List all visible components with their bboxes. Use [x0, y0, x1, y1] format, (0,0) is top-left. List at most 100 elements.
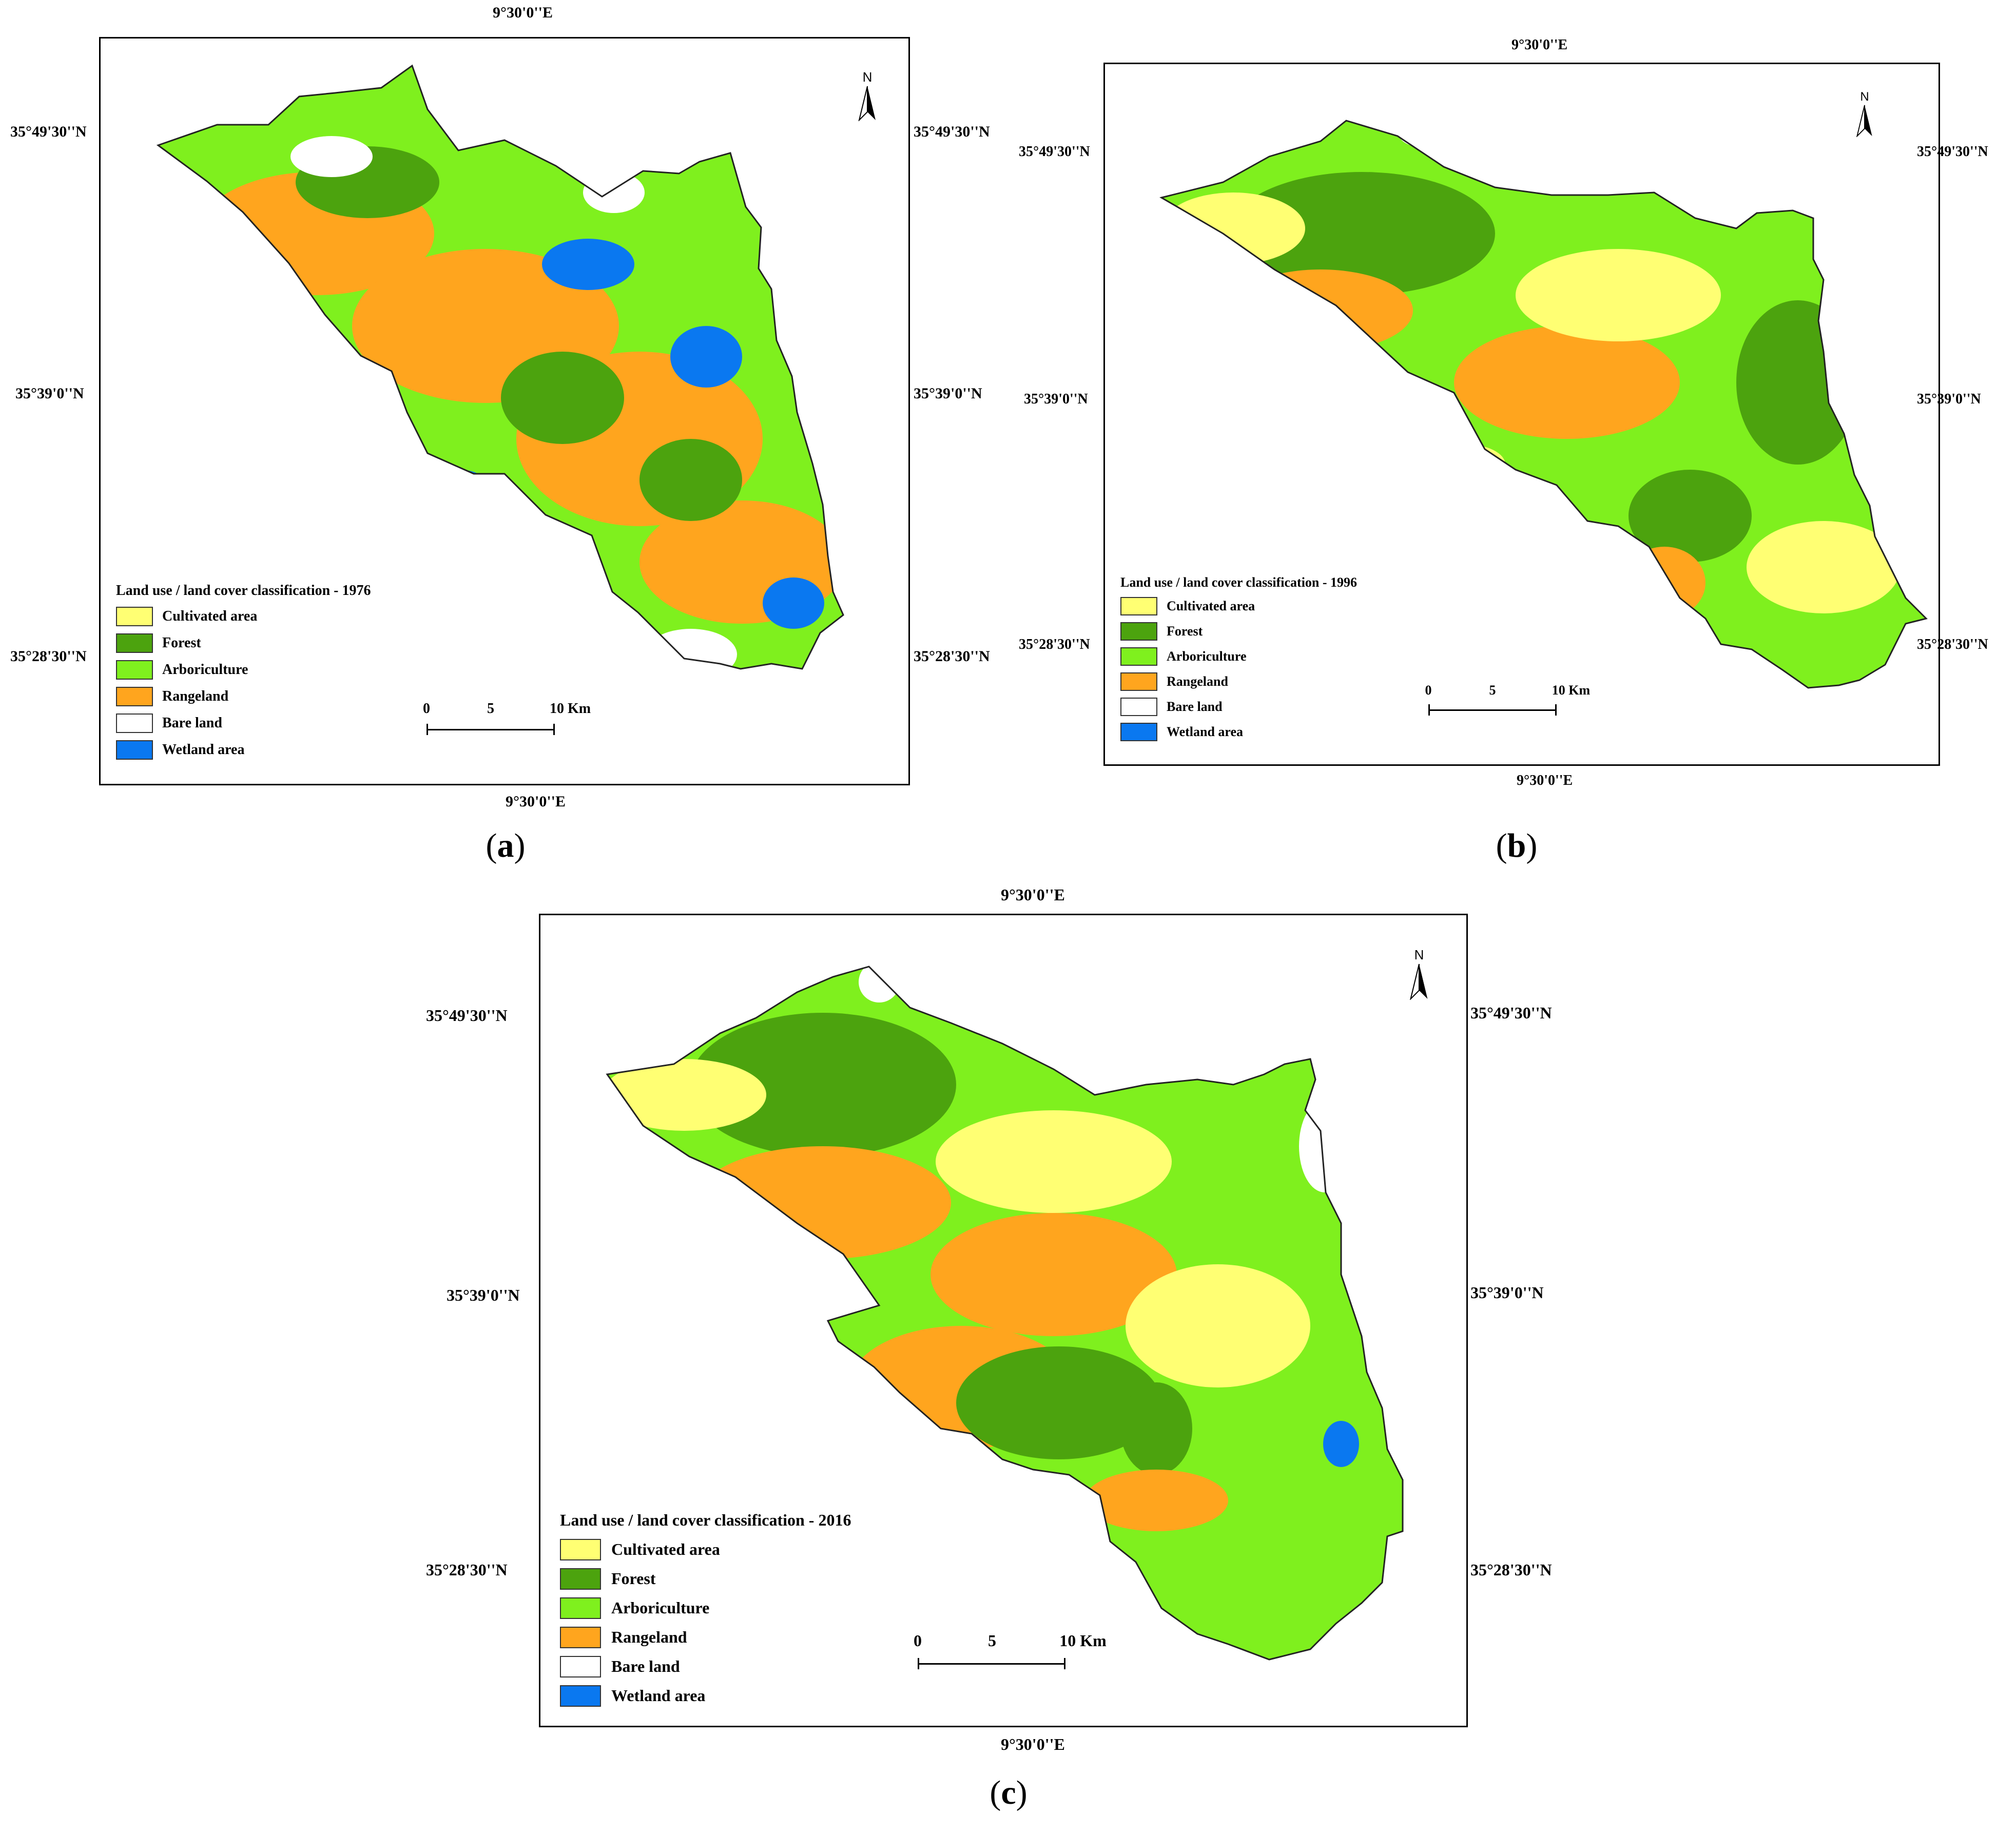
- legend-row-arboriculture: Arboriculture: [1120, 644, 1357, 669]
- legend-swatch-wetland: [116, 740, 153, 760]
- lat-label-right-mid-a: 35°39'0''N: [914, 385, 982, 402]
- legend-label: Rangeland: [1167, 673, 1228, 689]
- legend-c: Land use / land cover classification - 2…: [560, 1511, 851, 1710]
- scale-line: [918, 1663, 1065, 1665]
- caption-letter: b: [1507, 827, 1526, 864]
- lat-label-right-south-a: 35°28'30''N: [914, 648, 990, 665]
- lat-label-left-south-a: 35°28'30''N: [10, 648, 87, 665]
- legend-swatch-arboriculture: [560, 1597, 601, 1619]
- legend-label: Forest: [162, 635, 201, 651]
- scale-tick-10: 10 Km: [549, 701, 591, 717]
- scale-line: [1428, 709, 1557, 711]
- legend-label: Wetland area: [611, 1686, 706, 1705]
- land-cover-map-c: [606, 966, 1404, 1661]
- lat-label-right-mid-b: 35°39'0''N: [1917, 391, 1981, 407]
- legend-row-wetland: Wetland area: [560, 1681, 851, 1710]
- lat-label-right-north-a: 35°49'30''N: [914, 123, 990, 140]
- legend-row-forest: Forest: [1120, 619, 1357, 644]
- legend-swatch-rangeland: [560, 1626, 601, 1648]
- legend-swatch-forest: [1120, 622, 1157, 641]
- legend-row-arboriculture: Arboriculture: [116, 657, 371, 683]
- lat-label-right-mid-c: 35°39'0''N: [1470, 1283, 1544, 1302]
- legend-swatch-bare-land: [1120, 697, 1157, 716]
- scale-tick-0: 0: [423, 701, 430, 717]
- lon-label-bottom-a: 9°30'0''E: [506, 793, 566, 810]
- legend-swatch-cultivated: [116, 607, 153, 626]
- map-frame-b: N Land use / land cover classification -…: [1103, 63, 1940, 766]
- legend-row-rangeland: Rangeland: [560, 1623, 851, 1652]
- legend-row-forest: Forest: [560, 1564, 851, 1593]
- legend-swatch-forest: [116, 633, 153, 653]
- lat-label-left-mid-b: 35°39'0''N: [1024, 391, 1088, 407]
- legend-title: Land use / land cover classification - 1…: [1120, 575, 1358, 590]
- legend-row-bare-land: Bare land: [116, 710, 371, 737]
- caption-letter: a: [497, 827, 514, 864]
- legend-row-wetland: Wetland area: [1120, 719, 1357, 744]
- lon-label-top-a: 9°30'0''E: [493, 4, 553, 21]
- scale-end-left: [1428, 704, 1430, 716]
- legend-swatch-cultivated: [1120, 596, 1157, 615]
- legend-row-cultivated: Cultivated area: [560, 1535, 851, 1564]
- legend-a: Land use / land cover classification - 1…: [116, 583, 371, 763]
- legend-row-bare-land: Bare land: [560, 1652, 851, 1681]
- map-frame-a: N Land use / land cover classification -…: [99, 37, 910, 785]
- legend-title: Land use / land cover classification - 1…: [116, 583, 371, 599]
- caption-close: ): [1016, 1774, 1028, 1811]
- scale-end-left: [427, 724, 428, 735]
- map-frame-c: N Land use / land cover classification -…: [539, 914, 1468, 1727]
- scale-tick-5: 5: [1489, 683, 1496, 698]
- legend-label: Bare land: [611, 1657, 680, 1675]
- lat-label-left-south-c: 35°28'30''N: [426, 1560, 508, 1579]
- lon-label-bottom-b: 9°30'0''E: [1517, 773, 1573, 788]
- scale-bar-c: 0 5 10 Km: [914, 1631, 1107, 1672]
- scale-end-right: [1555, 704, 1557, 716]
- caption-open: (: [486, 827, 497, 864]
- legend-label: Wetland area: [162, 742, 245, 758]
- scale-bar-b: 0 5 10 Km: [1425, 683, 1590, 719]
- legend-row-arboriculture: Arboriculture: [560, 1593, 851, 1623]
- caption-open: (: [1496, 827, 1507, 864]
- legend-label: Cultivated area: [162, 608, 258, 624]
- legend-label: Arboriculture: [1167, 648, 1247, 664]
- scale-tick-0: 0: [914, 1631, 922, 1650]
- legend-row-wetland: Wetland area: [116, 737, 371, 763]
- scale-tick-0: 0: [1425, 683, 1432, 698]
- lat-label-left-mid-c: 35°39'0''N: [447, 1286, 520, 1304]
- legend-row-cultivated: Cultivated area: [1120, 593, 1357, 619]
- lat-label-left-north-c: 35°49'30''N: [426, 1006, 508, 1025]
- north-arrow-icon: [1409, 963, 1428, 1001]
- legend-label: Bare land: [162, 715, 222, 731]
- land-cover-map-b: [1159, 120, 1928, 689]
- legend-row-rangeland: Rangeland: [116, 683, 371, 710]
- caption-c: (c): [990, 1773, 1027, 1812]
- north-label: N: [1860, 90, 1869, 104]
- scale-tick-5: 5: [487, 701, 494, 717]
- land-cover-map-a: [156, 64, 844, 670]
- north-arrow-c: N: [1408, 947, 1430, 1002]
- legend-swatch-cultivated: [560, 1538, 601, 1560]
- scale-end-right: [1064, 1658, 1065, 1669]
- caption-letter: c: [1001, 1774, 1016, 1811]
- legend-label: Rangeland: [611, 1628, 687, 1646]
- legend-swatch-bare-land: [560, 1655, 601, 1677]
- lon-label-bottom-c: 9°30'0''E: [1001, 1735, 1065, 1753]
- lat-label-right-north-c: 35°49'30''N: [1470, 1004, 1552, 1022]
- lat-label-left-north-a: 35°49'30''N: [10, 123, 87, 140]
- legend-swatch-forest: [560, 1568, 601, 1590]
- scale-tick-10: 10 Km: [1059, 1631, 1107, 1650]
- legend-label: Forest: [611, 1569, 656, 1588]
- legend-label: Rangeland: [162, 688, 229, 704]
- scale-bar-a: 0 5 10 Km: [423, 701, 591, 737]
- legend-swatch-rangeland: [116, 687, 153, 706]
- legend-label: Arboriculture: [611, 1598, 710, 1617]
- scale-end-right: [553, 724, 555, 735]
- legend-row-rangeland: Rangeland: [1120, 669, 1357, 694]
- legend-swatch-arboriculture: [1120, 647, 1157, 666]
- legend-label: Forest: [1167, 623, 1203, 639]
- north-arrow-a: N: [857, 69, 878, 124]
- lat-label-right-south-b: 35°28'30''N: [1917, 637, 1988, 652]
- lon-label-top-b: 9°30'0''E: [1511, 37, 1568, 53]
- caption-b: (b): [1496, 826, 1538, 865]
- legend-swatch-wetland: [560, 1685, 601, 1707]
- legend-label: Bare land: [1167, 699, 1223, 714]
